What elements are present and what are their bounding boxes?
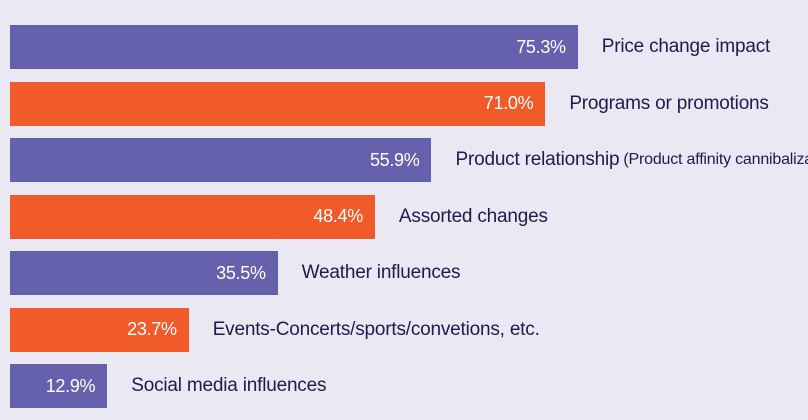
category-label-text: Social media influences: [131, 375, 327, 396]
category-label: Price change impact: [601, 25, 771, 69]
category-label: Social media influences: [131, 364, 326, 408]
category-label-text: Weather influences: [301, 262, 461, 283]
bar-value-label: 23.7%: [127, 319, 177, 339]
category-label: Assorted changes: [399, 195, 548, 239]
category-label-text: Product relationship: [455, 149, 620, 170]
category-label-text: Assorted changes: [398, 205, 548, 227]
category-label: Product relationship (Product affinity ca…: [455, 138, 808, 182]
bar-value-label: 35.5%: [216, 262, 266, 283]
bar: 12.9%: [10, 364, 108, 408]
category-label-text: Programs or promotions: [569, 92, 769, 114]
category-label: Weather influences: [302, 251, 461, 295]
bar-value-label: 55.9%: [369, 149, 420, 170]
bar: 75.3%: [10, 25, 578, 69]
bar: 48.4%: [10, 194, 375, 239]
bar: 71.0%: [10, 81, 546, 126]
bar-value-label: 12.9%: [45, 375, 96, 396]
bar: 55.9%: [10, 138, 432, 182]
bar-value-label: 75.3%: [516, 36, 566, 57]
category-label-text: Price change impact: [601, 36, 771, 57]
bar: 23.7%: [10, 307, 189, 352]
category-label-text: Events-Concerts/sports/convetions, etc.: [212, 318, 540, 340]
bar-value-label: 48.4%: [313, 206, 363, 226]
category-label: Programs or promotions: [569, 82, 769, 126]
bar-value-label: 71.0%: [483, 93, 534, 113]
bar: 35.5%: [10, 251, 278, 295]
category-sublabel: (Product affinity cannibalization): [623, 151, 808, 168]
category-label: Events-Concerts/sports/convetions, etc.: [213, 308, 540, 352]
